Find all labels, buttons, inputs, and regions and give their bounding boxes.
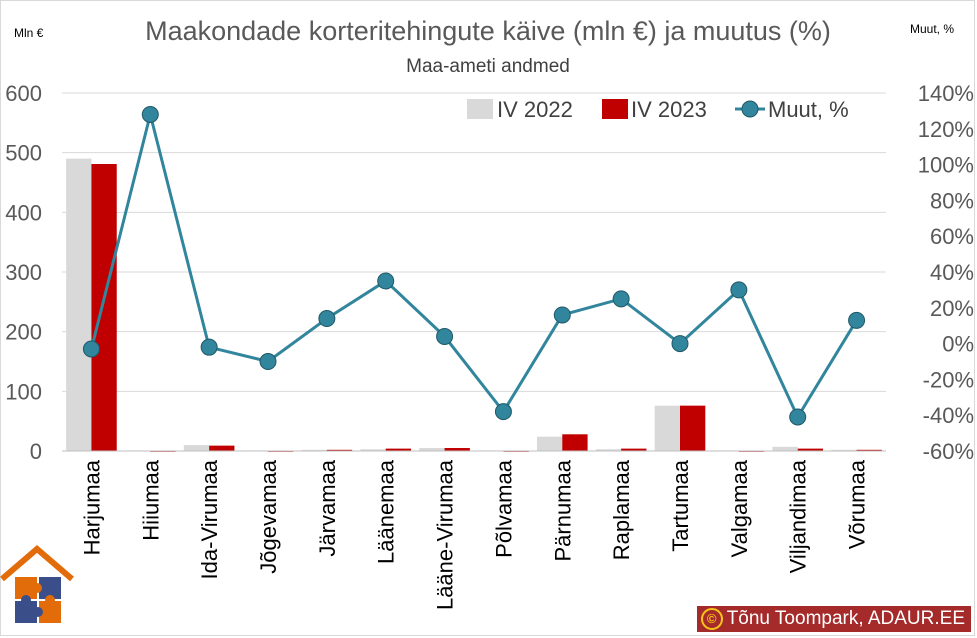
gridlines — [62, 92, 886, 392]
y-tick-label-left: 0 — [30, 439, 42, 464]
change-series-line — [89, 114, 858, 421]
x-tick-label: Raplamaa — [609, 459, 634, 560]
bar-iv2022 — [772, 446, 798, 451]
change-point — [671, 335, 689, 353]
y-tick-label-right: -60% — [923, 439, 974, 464]
y-tick-label-right: 80% — [930, 188, 974, 213]
bar-iv2023 — [680, 405, 706, 451]
y-tick-label-left: 500 — [5, 141, 42, 166]
x-tick-label: Järvamaa — [315, 459, 340, 556]
y-tick-label-right: -40% — [923, 403, 974, 428]
legend-label-iv2022: IV 2022 — [497, 97, 573, 122]
y-tick-label-left: 600 — [5, 81, 42, 106]
bar-iv2022 — [301, 449, 327, 451]
bar-iv2022 — [419, 448, 445, 451]
x-tick-label: Hiiumaa — [138, 459, 163, 540]
x-tick-label: Lääne-Virumaa — [433, 459, 458, 610]
bar-iv2022 — [183, 445, 210, 451]
house-puzzle-logo — [0, 545, 74, 623]
x-tick-label: Viljandimaa — [786, 459, 811, 573]
bar-iv2022 — [831, 449, 857, 451]
change-point — [377, 272, 395, 290]
bar-iv2023 — [856, 449, 882, 451]
change-point — [553, 306, 571, 324]
bar-iv2022 — [66, 158, 92, 451]
bar-iv2023 — [444, 448, 470, 451]
x-tick-label: Harjumaa — [79, 459, 104, 555]
x-tick-label: Pärnumaa — [550, 459, 575, 561]
x-tick-label: Valgamaa — [727, 459, 752, 557]
y-tick-label-left: 100 — [5, 379, 42, 404]
bar-iv2023 — [91, 164, 117, 451]
y-tick-label-right: 140% — [918, 81, 974, 106]
x-tick-label: Ida-Virumaa — [197, 459, 222, 579]
change-point — [494, 403, 512, 421]
change-point — [82, 340, 100, 358]
change-point — [436, 327, 454, 345]
change-point — [200, 338, 218, 356]
y-ticks-left: 0 100 200 300 400 500 600 — [5, 81, 42, 464]
y-tick-label-right: 60% — [930, 224, 974, 249]
legend: IV 2022 IV 2023 Muut, % — [467, 97, 849, 122]
legend-label-iv2023: IV 2023 — [631, 97, 707, 122]
copyright-icon: © — [700, 608, 723, 630]
x-tick-label: Põlvamaa — [491, 459, 516, 558]
legend-swatch-iv2023 — [602, 99, 628, 119]
change-point — [141, 105, 159, 123]
legend-label-change: Muut, % — [768, 97, 849, 122]
bar-iv2023 — [209, 445, 235, 451]
bar-iv2022 — [536, 436, 563, 451]
chart-subtitle: Maa-ameti andmed — [406, 56, 570, 77]
y-tick-label-left: 300 — [5, 260, 42, 285]
bar-iv2023 — [797, 448, 824, 451]
y-tick-label-right: 40% — [930, 260, 974, 285]
y-ticks-right: -60% -40% -20% 0% 20% 40% 60% 80% 100% 120% 140% — [918, 81, 974, 464]
change-point — [259, 353, 277, 370]
x-tick-label: Läänemaa — [374, 459, 399, 564]
change-point — [789, 408, 807, 426]
y-tick-label-right: 20% — [930, 296, 974, 321]
legend-marker-change — [741, 100, 759, 118]
y-axis-label-left: Mln € — [14, 26, 44, 40]
y-tick-label-left: 400 — [5, 200, 42, 225]
y-tick-label-right: 0% — [942, 332, 974, 357]
credit-text: Tõnu Toompark, ADAUR.EE — [726, 608, 965, 629]
credit-badge: © Tõnu Toompark, ADAUR.EE — [696, 606, 971, 632]
bar-iv2022 — [360, 449, 386, 451]
change-point — [612, 290, 630, 308]
bar-iv2023 — [621, 448, 647, 451]
bar-iv2023 — [562, 434, 588, 451]
chart-title: Maakondade korteritehingute käive (mln €… — [145, 16, 831, 46]
y-tick-label-left: 200 — [5, 320, 42, 345]
bar-iv2022 — [595, 449, 622, 451]
y-axis-label-right: Muut, % — [910, 22, 954, 36]
change-point — [318, 310, 336, 328]
y-tick-label-right: 120% — [918, 117, 974, 142]
x-tick-label: Jõgevamaa — [256, 459, 281, 574]
bars — [66, 158, 882, 452]
bar-iv2023 — [326, 449, 353, 451]
bar-iv2022 — [654, 405, 680, 451]
change-point — [848, 311, 866, 329]
x-tick-label: Võrumaa — [845, 459, 870, 549]
change-point — [730, 281, 748, 299]
y-tick-label-right: -20% — [923, 367, 974, 392]
change-line — [82, 105, 866, 426]
y-tick-label-right: 100% — [918, 153, 974, 178]
legend-swatch-iv2022 — [467, 99, 493, 119]
x-tick-labels: Harjumaa Hiiumaa Ida-Virumaa Jõgevamaa Järva… — [79, 459, 869, 610]
x-tick-label: Tartumaa — [668, 459, 693, 551]
bar-iv2023 — [385, 448, 412, 451]
